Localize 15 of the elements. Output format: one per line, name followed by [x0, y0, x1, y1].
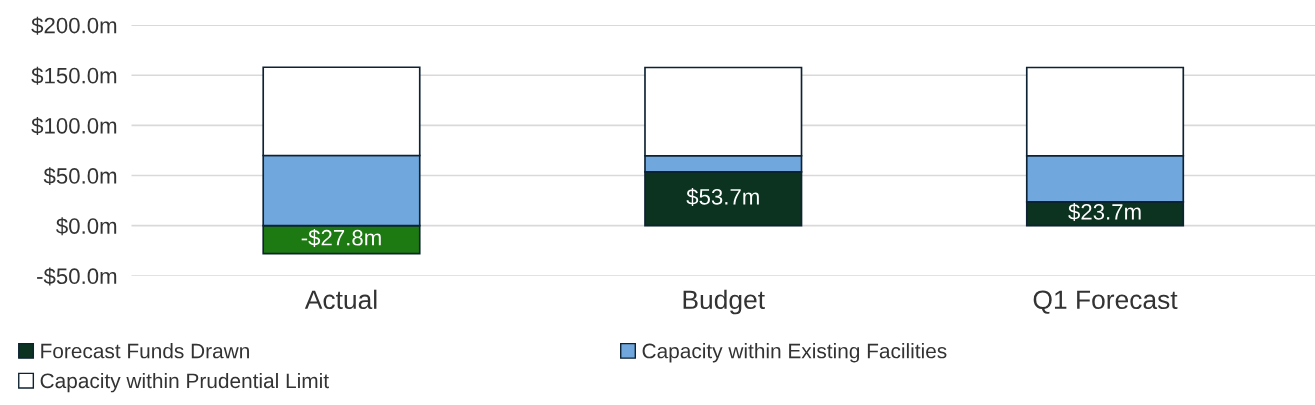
- data-label: -$27.8m: [301, 228, 381, 247]
- x-tick-label: Budget: [683, 289, 765, 315]
- legend-label: Capacity within Existing Facilities: [642, 343, 947, 363]
- data-label: $53.7m: [686, 188, 759, 207]
- y-tick-label: $100.0m: [31, 116, 117, 135]
- x-tick-label: Actual: [304, 289, 377, 310]
- x-tick-label: Q1 Forecast: [1033, 290, 1178, 314]
- y-tick-label: $200.0m: [31, 16, 117, 35]
- y-tick-label: $50.0m: [43, 167, 117, 186]
- y-tick-label: $150.0m: [31, 66, 117, 85]
- y-tick-label: -$50.0m: [37, 267, 117, 286]
- legend-label: Capacity within Prudential Limit: [40, 372, 329, 393]
- y-tick-label: $0.0m: [56, 217, 117, 236]
- data-label: $23.7m: [1068, 203, 1141, 222]
- legend-label: Forecast Funds Drawn: [41, 343, 249, 359]
